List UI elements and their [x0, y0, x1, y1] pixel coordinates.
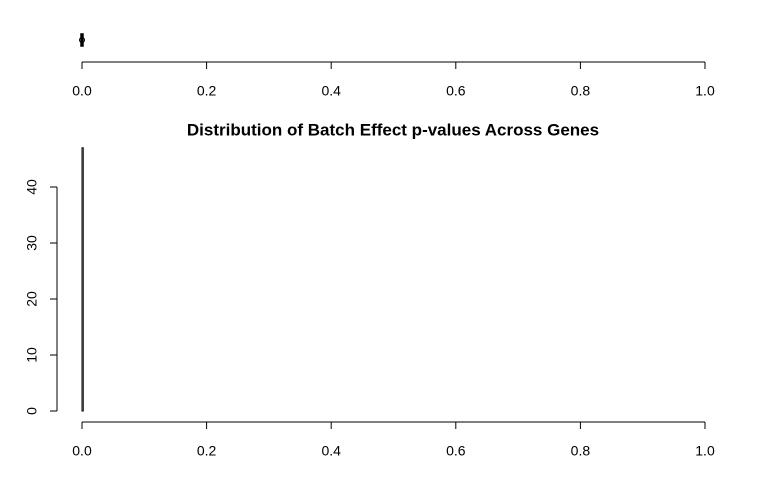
box-center: [79, 37, 85, 43]
x-tick-label: 0.4: [321, 83, 341, 99]
x-tick-label: 1.0: [695, 443, 715, 459]
y-tick-label: 20: [24, 291, 40, 307]
chart-title: Distribution of Batch Effect p-values Ac…: [187, 120, 599, 139]
x-tick-label: 0.2: [197, 83, 217, 99]
bar: [81, 147, 84, 412]
x-tick-label: 0.0: [72, 83, 92, 99]
x-tick-label: 0.8: [571, 443, 591, 459]
x-tick-label: 0.6: [446, 83, 466, 99]
x-tick-label: 0.2: [197, 443, 217, 459]
x-tick-label: 0.8: [571, 83, 591, 99]
y-tick-label: 40: [24, 179, 40, 195]
y-tick-label: 10: [24, 347, 40, 363]
x-tick-label: 0.0: [72, 443, 92, 459]
y-tick-label: 30: [24, 235, 40, 251]
y-tick-label: 0: [24, 407, 40, 415]
x-tick-label: 0.6: [446, 443, 466, 459]
x-tick-label: 0.4: [321, 443, 341, 459]
x-tick-label: 1.0: [695, 83, 715, 99]
